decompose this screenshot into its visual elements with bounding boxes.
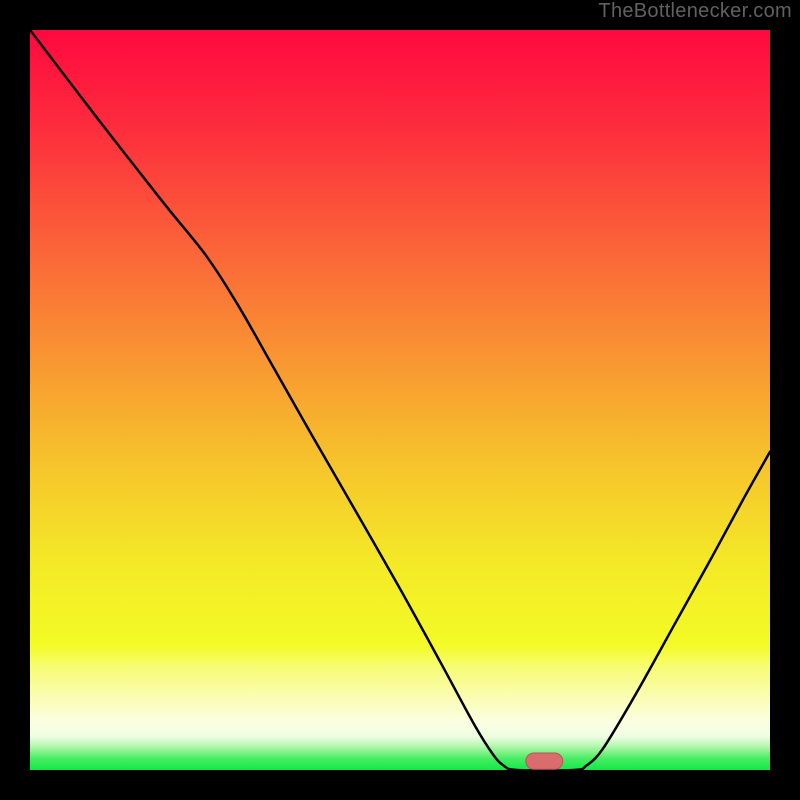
- optimum-marker: [526, 753, 563, 769]
- gradient-background: [30, 30, 770, 770]
- chart-root: TheBottlenecker.com: [0, 0, 800, 800]
- chart-svg: [0, 0, 800, 800]
- watermark-text: TheBottlenecker.com: [598, 0, 792, 23]
